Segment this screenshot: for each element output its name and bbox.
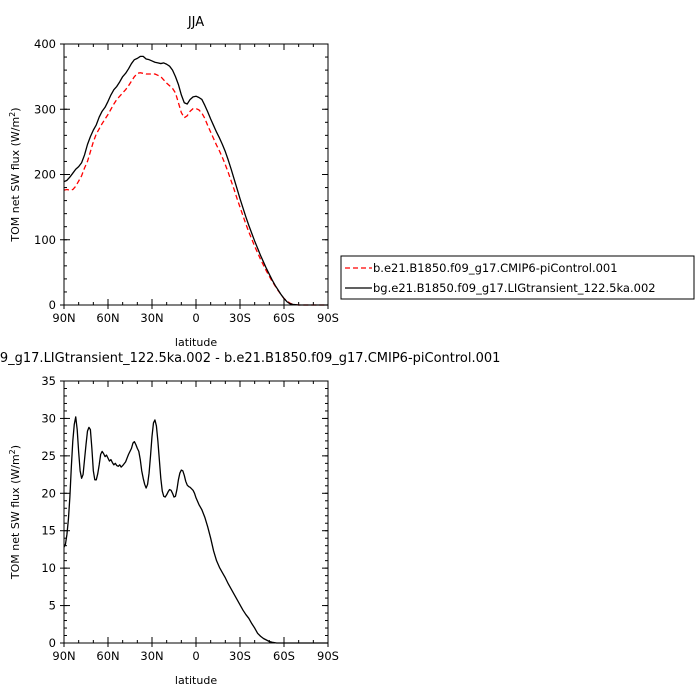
x-tick-label: 60N xyxy=(96,649,119,663)
x-tick-label: 90S xyxy=(317,649,339,663)
top-chart-x-tick-labels: 90N 60N 30N 0 30S 60S 90S xyxy=(52,311,339,325)
y-tick-label: 5 xyxy=(49,599,56,613)
bottom-x-axis-label: latitude xyxy=(175,674,217,687)
y-tick-label: 35 xyxy=(41,374,56,388)
legend-label-piControl: b.e21.B1850.f09_g17.CMIP6-piControl.001 xyxy=(373,261,618,275)
series-line-1 xyxy=(63,55,328,306)
top-y-axis-label-main: TOM net SW flux (W/m xyxy=(9,117,22,243)
bottom-y-axis-label: TOM net SW flux (W/m2) xyxy=(8,445,22,580)
bottom-chart: bg.e21.B1850.f09_g17.LIGtransient_122.5k… xyxy=(0,351,500,687)
x-tick-label: 90S xyxy=(317,311,339,325)
legend-box xyxy=(340,255,695,300)
bottom-plot-frame xyxy=(63,380,329,644)
x-tick-label: 0 xyxy=(192,311,199,325)
bottom-y-axis-label-sup: 2 xyxy=(8,449,17,454)
y-tick-label: 20 xyxy=(41,486,56,500)
y-tick-label: 10 xyxy=(41,561,56,575)
x-tick-label: 0 xyxy=(192,649,199,663)
y-tick-label: 15 xyxy=(41,524,56,538)
x-tick-label: 60S xyxy=(273,649,295,663)
y-tick-label: 25 xyxy=(41,449,56,463)
y-tick-label: 400 xyxy=(34,37,56,51)
x-tick-label: 90N xyxy=(52,649,75,663)
y-tick-label: 300 xyxy=(34,102,56,116)
top-x-axis-label: latitude xyxy=(175,336,217,349)
top-chart-series xyxy=(63,55,328,306)
x-tick-label: 60S xyxy=(273,311,295,325)
y-tick-label: 200 xyxy=(34,168,56,182)
top-y-axis-label-sup: 2 xyxy=(8,112,17,117)
top-chart-y-tick-labels: 0 100 200 300 400 xyxy=(34,37,56,312)
top-y-axis-label: TOM net SW flux (W/m2) xyxy=(8,107,22,242)
bottom-chart-x-tick-labels: 90N 60N 30N 0 30S 60S 90S xyxy=(52,649,339,663)
y-tick-label: 0 xyxy=(49,636,56,650)
bottom-y-axis-label-main: TOM net SW flux (W/m xyxy=(9,454,22,580)
x-tick-label: 90N xyxy=(52,311,75,325)
x-tick-label: 60N xyxy=(96,311,119,325)
x-tick-label: 30N xyxy=(140,311,163,325)
top-chart: JJA 90N 60N 30N 0 30S 60S 90S 0 100 200 300 400 la… xyxy=(8,15,695,349)
top-chart-title: JJA xyxy=(187,15,204,30)
top-y-axis-label-end: ) xyxy=(9,107,22,111)
top-chart-ticks xyxy=(60,43,329,309)
top-plot-frame xyxy=(63,43,329,306)
legend-label-LIGtransient: bg.e21.B1850.f09_g17.LIGtransient_122.5k… xyxy=(373,281,656,295)
series-line-0 xyxy=(63,416,328,644)
bottom-y-axis-label-end: ) xyxy=(9,445,22,449)
bottom-chart-series xyxy=(63,416,328,644)
bottom-chart-title: bg.e21.B1850.f09_g17.LIGtransient_122.5k… xyxy=(0,351,500,366)
y-tick-label: 100 xyxy=(34,233,56,247)
bottom-chart-ticks xyxy=(60,380,329,647)
y-tick-label: 30 xyxy=(41,411,56,425)
bottom-chart-y-tick-labels: 0 5 10 15 20 25 30 35 xyxy=(41,374,56,650)
y-tick-label: 0 xyxy=(49,298,56,312)
x-tick-label: 30S xyxy=(229,311,251,325)
x-tick-label: 30S xyxy=(229,649,251,663)
x-tick-label: 30N xyxy=(140,649,163,663)
top-chart-legend: b.e21.B1850.f09_g17.CMIP6-piControl.001 … xyxy=(340,255,695,300)
series-line-0 xyxy=(63,72,328,306)
